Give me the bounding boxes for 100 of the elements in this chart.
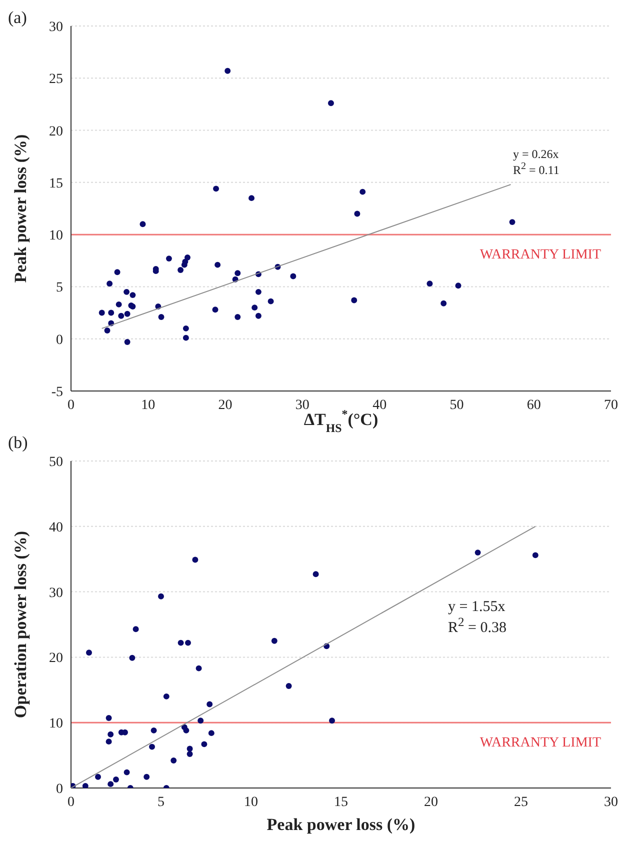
point bbox=[214, 262, 221, 268]
point bbox=[271, 638, 278, 644]
point bbox=[95, 774, 101, 780]
point bbox=[178, 267, 184, 274]
point bbox=[351, 297, 358, 304]
point bbox=[354, 210, 360, 217]
point bbox=[185, 640, 191, 646]
point bbox=[124, 288, 130, 295]
point bbox=[170, 758, 177, 764]
point bbox=[186, 751, 193, 757]
point bbox=[186, 746, 193, 752]
x-tick-label: 10 bbox=[141, 398, 156, 413]
chart-title: (b) bbox=[8, 433, 28, 453]
point bbox=[329, 718, 335, 724]
point bbox=[183, 727, 190, 734]
point bbox=[124, 769, 130, 776]
point bbox=[98, 310, 105, 316]
point bbox=[440, 300, 447, 306]
point bbox=[532, 552, 538, 558]
x-tick-label: 40 bbox=[372, 398, 387, 413]
y-tick-label: -5 bbox=[51, 384, 63, 400]
point bbox=[248, 195, 254, 202]
y-axis-title: Operation power loss (%) bbox=[10, 530, 30, 718]
x-tick-label: 15 bbox=[334, 794, 348, 810]
point bbox=[286, 682, 292, 689]
y-tick-label: 30 bbox=[49, 586, 63, 601]
x-axis-title: Peak power loss (%) bbox=[266, 815, 416, 834]
y-tick-label: 15 bbox=[49, 176, 63, 192]
point bbox=[178, 640, 184, 646]
x-tick-label: 60 bbox=[526, 398, 541, 413]
x-tick-label: 50 bbox=[450, 398, 464, 413]
y-tick-label: 40 bbox=[49, 520, 63, 536]
y-tick-label: 0 bbox=[56, 332, 63, 348]
point bbox=[360, 188, 366, 195]
point bbox=[140, 221, 146, 228]
y-tick-label: 50 bbox=[49, 454, 63, 470]
point bbox=[455, 282, 462, 289]
point bbox=[116, 301, 122, 308]
y-tick-label: 30 bbox=[49, 20, 63, 35]
ref-line-label: WARRANTY LIMIT bbox=[480, 736, 602, 751]
point bbox=[118, 312, 124, 319]
y-tick-label: 10 bbox=[49, 716, 63, 732]
point bbox=[106, 738, 112, 745]
point bbox=[474, 550, 481, 556]
point bbox=[124, 310, 130, 317]
x-tick-label: 20 bbox=[218, 398, 232, 413]
point bbox=[144, 774, 150, 780]
point bbox=[206, 701, 213, 708]
point bbox=[86, 650, 92, 656]
point bbox=[201, 741, 208, 748]
point bbox=[108, 781, 114, 788]
point bbox=[426, 280, 433, 287]
x-tick-label: 0 bbox=[68, 794, 74, 810]
ref-line-label: WARRANTY LIMIT bbox=[480, 248, 602, 263]
point bbox=[252, 304, 258, 311]
point bbox=[124, 339, 130, 345]
point bbox=[158, 593, 164, 600]
point bbox=[108, 731, 114, 738]
point bbox=[149, 744, 155, 750]
point bbox=[150, 727, 157, 734]
point bbox=[130, 292, 136, 298]
point bbox=[312, 571, 319, 578]
x-tick-label: 20 bbox=[424, 794, 438, 810]
y-tick-label: 10 bbox=[49, 228, 63, 244]
x-tick-label: 5 bbox=[158, 794, 164, 810]
point bbox=[224, 68, 231, 74]
point bbox=[208, 730, 214, 736]
chart-title: (a) bbox=[8, 8, 27, 28]
x-tick-label: 10 bbox=[244, 794, 258, 810]
annotation: R$^{2}$ = 0.38 bbox=[448, 614, 506, 636]
point bbox=[234, 270, 241, 276]
y-tick-label: 20 bbox=[49, 124, 63, 140]
y-tick-label: 25 bbox=[49, 72, 63, 88]
point bbox=[166, 256, 172, 262]
point bbox=[192, 556, 198, 563]
point bbox=[268, 298, 274, 304]
point bbox=[132, 626, 139, 632]
y-tick-label: 5 bbox=[56, 280, 63, 296]
x-tick-label: 70 bbox=[604, 398, 618, 413]
point bbox=[104, 328, 110, 334]
point bbox=[182, 334, 189, 341]
point bbox=[509, 219, 516, 226]
point bbox=[82, 783, 88, 788]
point bbox=[184, 254, 190, 260]
y-axis-title: Peak power loss (%) bbox=[10, 134, 30, 283]
point bbox=[106, 280, 113, 287]
point bbox=[290, 273, 296, 280]
annotation: y = 0.26x bbox=[513, 147, 560, 162]
point bbox=[158, 314, 164, 320]
y-tick-label: 0 bbox=[56, 782, 63, 797]
point bbox=[255, 312, 262, 319]
annotation: y = 1.55x bbox=[448, 599, 506, 616]
point bbox=[198, 718, 204, 724]
point bbox=[196, 665, 202, 672]
point bbox=[182, 325, 189, 332]
point bbox=[328, 100, 334, 106]
x-tick-label: 25 bbox=[514, 794, 528, 810]
point bbox=[255, 288, 262, 295]
point bbox=[108, 310, 114, 316]
point bbox=[163, 693, 170, 700]
